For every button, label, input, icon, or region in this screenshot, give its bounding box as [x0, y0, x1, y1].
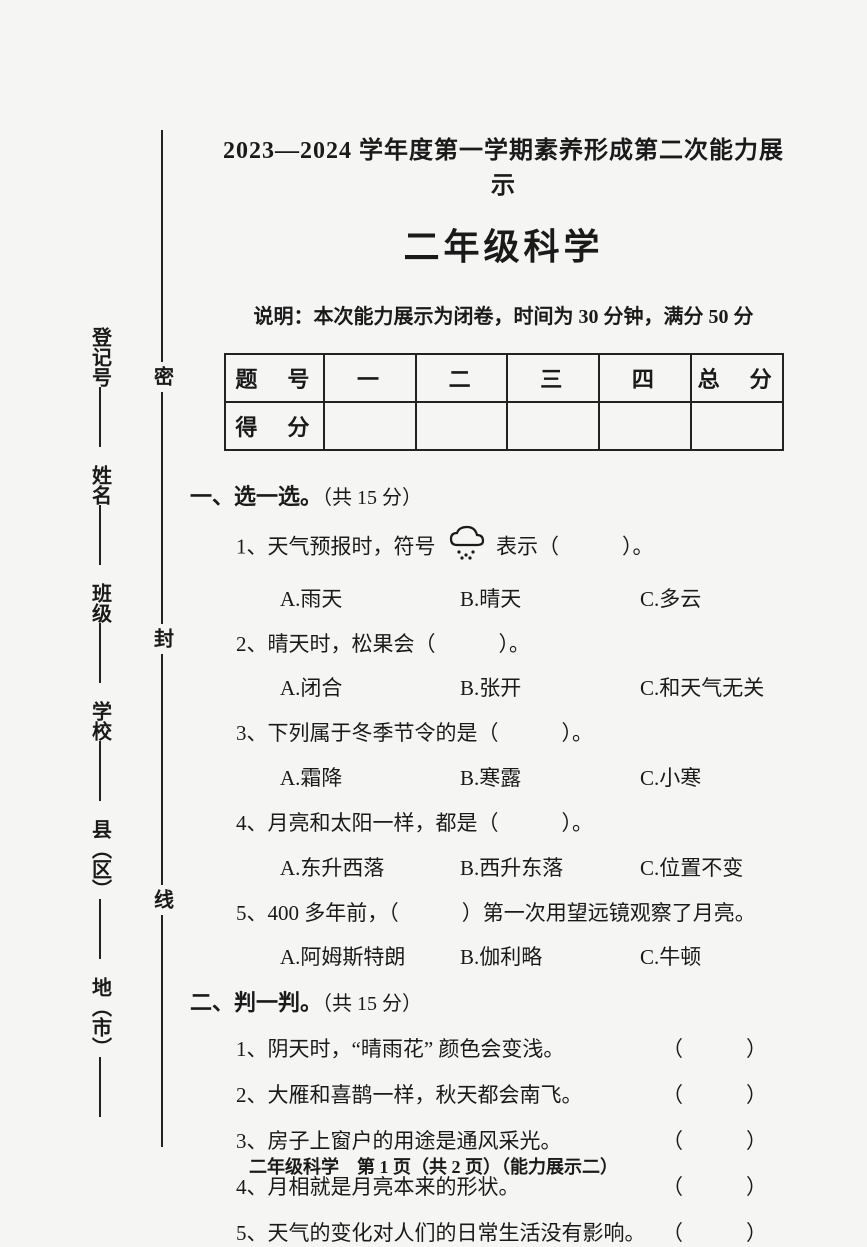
info-class-label: 班级	[89, 583, 111, 623]
question-1: 1、天气预报时，符号 表示（ ）。	[236, 525, 787, 573]
q2-options: A.闭合 B.张开 C.和天气无关	[280, 672, 787, 702]
q4-option-a: A.东升西落	[280, 852, 460, 882]
info-city-label: 地（市）	[89, 977, 111, 1057]
tf-q1-text: 1、阴天时，“晴雨花” 颜色会变浅。	[236, 1033, 564, 1063]
q1-option-a: A.雨天	[280, 583, 460, 613]
tf-q5-paren[interactable]: （ ）	[662, 1217, 787, 1247]
rain-cloud-icon	[445, 525, 487, 573]
tf-q3-paren[interactable]: （ ）	[662, 1125, 787, 1155]
q3-options: A.霜降 B.寒露 C.小寒	[280, 762, 787, 792]
section-2-header: 二、判一判。（共 15 分）	[190, 985, 787, 1017]
tf-q2-paren[interactable]: （ ）	[662, 1079, 787, 1109]
q4-option-b: B.西升东落	[460, 852, 640, 882]
section-1-points: （共 15 分）	[322, 487, 422, 509]
q5-option-c: C.牛顿	[640, 941, 820, 971]
q5-options: A.阿姆斯特朗 B.伽利略 C.牛顿	[280, 941, 787, 971]
info-regno: 登记号	[86, 327, 115, 449]
question-3: 3、下列属于冬季节令的是（ ）。	[236, 716, 787, 752]
score-col-4: 四	[599, 354, 691, 402]
q1-text-after: 表示（ ）。	[496, 535, 654, 559]
q1-options: A.雨天 B.晴天 C.多云	[280, 583, 787, 613]
q2-option-b: B.张开	[460, 672, 640, 702]
info-school: 学校	[86, 701, 115, 803]
q3-option-b: B.寒露	[460, 762, 640, 792]
tf-q1-paren[interactable]: （ ）	[662, 1033, 787, 1063]
question-4: 4、月亮和太阳一样，都是（ ）。	[236, 806, 787, 842]
info-regno-label: 登记号	[89, 327, 111, 387]
q4-options: A.东升西落 B.西升东落 C.位置不变	[280, 852, 787, 882]
q1-option-c: C.多云	[640, 583, 820, 613]
q5-option-a: A.阿姆斯特朗	[280, 941, 460, 971]
info-county-label: 县（区）	[89, 819, 111, 899]
question-5: 5、400 多年前，（ ）第一次用望远镜观察了月亮。	[236, 896, 787, 932]
table-row: 得 分	[225, 402, 783, 450]
section-1-header: 一、选一选。（共 15 分）	[190, 479, 787, 511]
score-cell[interactable]	[416, 402, 508, 450]
binding-line	[161, 392, 163, 624]
binding-label-1: 密	[148, 362, 177, 392]
score-col-1: 一	[324, 354, 416, 402]
exam-title-sub: 二年级科学	[220, 218, 787, 270]
q2-option-c: C.和天气无关	[640, 672, 820, 702]
score-cell[interactable]	[507, 402, 599, 450]
content-area: 2023—2024 学年度第一学期素养形成第二次能力展示 二年级科学 说明：本次…	[180, 130, 807, 1247]
q2-option-a: A.闭合	[280, 672, 460, 702]
score-cell[interactable]	[324, 402, 416, 450]
tf-q5-text: 5、天气的变化对人们的日常生活没有影响。	[236, 1217, 646, 1247]
q1-text-before: 1、天气预报时，符号	[236, 535, 436, 559]
binding-label-2: 封	[148, 624, 177, 654]
tf-question-2: 2、大雁和喜鹊一样，秋天都会南飞。 （ ）	[236, 1079, 787, 1109]
info-school-label: 学校	[89, 701, 111, 741]
q5-option-b: B.伽利略	[460, 941, 640, 971]
q3-option-c: C.小寒	[640, 762, 820, 792]
section-2-title: 二、判一判。	[190, 990, 322, 1015]
score-col-3: 三	[507, 354, 599, 402]
section-2-points: （共 15 分）	[322, 993, 422, 1015]
tf-question-5: 5、天气的变化对人们的日常生活没有影响。 （ ）	[236, 1217, 787, 1247]
info-name-label: 姓名	[89, 465, 111, 505]
student-info-strip: 地（市） 县（区） 学校 班级 姓名 登记号	[60, 130, 140, 1147]
section-1-title: 一、选一选。	[190, 484, 322, 509]
binding-line	[161, 654, 163, 886]
q3-option-a: A.霜降	[280, 762, 460, 792]
score-cell[interactable]	[691, 402, 783, 450]
tf-q3-text: 3、房子上窗户的用途是通风采光。	[236, 1125, 562, 1155]
q1-option-b: B.晴天	[460, 583, 640, 613]
question-2: 2、晴天时，松果会（ ）。	[236, 627, 787, 663]
score-header-label: 题 号	[225, 354, 325, 402]
binding-strip: 密 封 线	[148, 130, 176, 1147]
page-footer: 二年级科学 第 1 页（共 2 页）（能力展示二）	[0, 1153, 867, 1179]
exam-page: 密 封 线 地（市） 县（区） 学校 班级 姓名 登记号 2023—2024 学…	[0, 0, 867, 1227]
info-city: 地（市）	[86, 977, 115, 1119]
tf-q2-text: 2、大雁和喜鹊一样，秋天都会南飞。	[236, 1079, 583, 1109]
binding-line	[161, 915, 163, 1147]
binding-label-3: 线	[148, 885, 177, 915]
score-col-2: 二	[416, 354, 508, 402]
score-table: 题 号 一 二 三 四 总 分 得 分	[224, 353, 784, 451]
score-col-total: 总 分	[691, 354, 783, 402]
info-class: 班级	[86, 583, 115, 685]
score-cell[interactable]	[599, 402, 691, 450]
binding-line	[161, 130, 163, 362]
table-row: 题 号 一 二 三 四 总 分	[225, 354, 783, 402]
info-name: 姓名	[86, 465, 115, 567]
info-county: 县（区）	[86, 819, 115, 961]
score-row-label: 得 分	[225, 402, 325, 450]
tf-question-1: 1、阴天时，“晴雨花” 颜色会变浅。 （ ）	[236, 1033, 787, 1063]
tf-question-3: 3、房子上窗户的用途是通风采光。 （ ）	[236, 1125, 787, 1155]
exam-title-main: 2023—2024 学年度第一学期素养形成第二次能力展示	[220, 130, 787, 200]
q4-option-c: C.位置不变	[640, 852, 820, 882]
exam-instructions: 说明：本次能力展示为闭卷，时间为 30 分钟，满分 50 分	[220, 300, 787, 329]
